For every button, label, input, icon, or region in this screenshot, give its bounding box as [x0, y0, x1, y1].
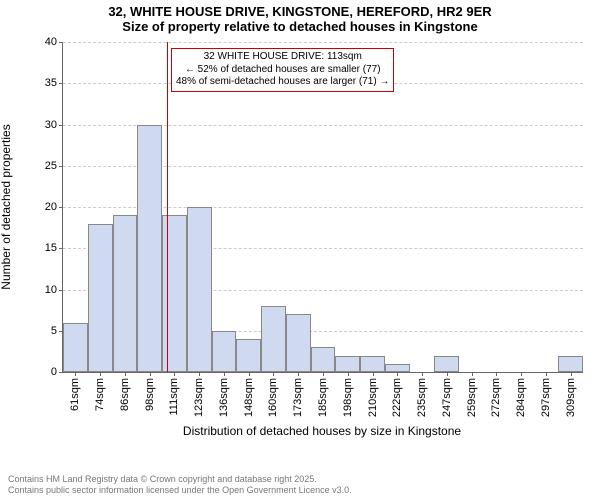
y-tick	[59, 166, 63, 167]
bar	[286, 314, 311, 372]
y-tick	[59, 207, 63, 208]
attribution-footer: Contains HM Land Registry data © Crown c…	[8, 474, 352, 496]
bar	[63, 323, 88, 373]
y-tick-label: 40	[45, 36, 57, 48]
annotation-line1: 32 WHITE HOUSE DRIVE: 113sqm	[176, 51, 389, 64]
x-tick-label: 222sqm	[391, 378, 403, 417]
bar	[137, 125, 162, 373]
x-tick	[298, 372, 299, 376]
footer-line1: Contains HM Land Registry data © Crown c…	[8, 474, 352, 485]
x-tick	[521, 372, 522, 376]
y-tick-label: 5	[51, 325, 57, 337]
y-tick-label: 20	[45, 201, 57, 213]
x-tick	[125, 372, 126, 376]
bar	[212, 331, 237, 372]
footer-line2: Contains public sector information licen…	[8, 485, 352, 496]
x-tick-label: 111sqm	[168, 378, 180, 416]
x-tick-label: 235sqm	[416, 378, 428, 417]
x-tick	[100, 372, 101, 376]
x-tick-label: 309sqm	[565, 378, 577, 417]
x-tick	[75, 372, 76, 376]
bar	[88, 224, 113, 373]
x-tick	[373, 372, 374, 376]
x-tick	[422, 372, 423, 376]
y-tick	[59, 83, 63, 84]
bar	[385, 364, 410, 372]
bar	[162, 215, 187, 372]
x-tick-label: 160sqm	[267, 378, 279, 417]
bar	[311, 347, 336, 372]
x-tick-label: 86sqm	[119, 378, 131, 411]
y-tick-label: 30	[45, 119, 57, 131]
x-tick-label: 136sqm	[218, 378, 230, 417]
x-tick	[496, 372, 497, 376]
bar	[558, 356, 583, 373]
x-tick-label: 284sqm	[515, 378, 527, 417]
x-tick-label: 259sqm	[466, 378, 478, 417]
bar	[335, 356, 360, 373]
y-tick-label: 25	[45, 160, 57, 172]
y-tick-label: 35	[45, 77, 57, 89]
x-tick	[397, 372, 398, 376]
y-tick-label: 15	[45, 242, 57, 254]
x-tick	[472, 372, 473, 376]
y-tick-label: 10	[45, 284, 57, 296]
x-tick-label: 210sqm	[367, 378, 379, 417]
bar	[261, 306, 286, 372]
x-tick	[546, 372, 547, 376]
x-tick-label: 185sqm	[317, 378, 329, 417]
bar	[187, 207, 212, 372]
annotation-line2: ← 52% of detached houses are smaller (77…	[176, 64, 389, 77]
x-tick-label: 148sqm	[243, 378, 255, 417]
highlight-marker-line	[167, 42, 168, 372]
x-tick-label: 297sqm	[540, 378, 552, 417]
x-tick-label: 173sqm	[292, 378, 304, 417]
bar	[236, 339, 261, 372]
x-tick	[348, 372, 349, 376]
bar	[113, 215, 138, 372]
x-tick	[249, 372, 250, 376]
x-tick	[273, 372, 274, 376]
x-tick	[174, 372, 175, 376]
y-tick	[59, 248, 63, 249]
x-tick	[447, 372, 448, 376]
y-tick	[59, 290, 63, 291]
x-tick-label: 123sqm	[193, 378, 205, 417]
x-tick-label: 272sqm	[490, 378, 502, 417]
x-tick-label: 61sqm	[69, 378, 81, 411]
x-tick	[199, 372, 200, 376]
chart-container: { "title": { "line1": "32, WHITE HOUSE D…	[0, 0, 600, 500]
chart-title-line2: Size of property relative to detached ho…	[0, 19, 600, 34]
y-tick	[59, 372, 63, 373]
chart-title-line1: 32, WHITE HOUSE DRIVE, KINGSTONE, HEREFO…	[0, 4, 600, 19]
y-axis-label: Number of detached properties	[0, 124, 13, 289]
x-axis-label: Distribution of detached houses by size …	[62, 424, 582, 438]
y-tick-label: 0	[51, 366, 57, 378]
bar	[434, 356, 459, 373]
gridline	[63, 42, 583, 43]
x-tick	[571, 372, 572, 376]
x-tick-label: 198sqm	[342, 378, 354, 417]
x-tick-label: 98sqm	[144, 378, 156, 411]
x-tick	[150, 372, 151, 376]
annotation-box: 32 WHITE HOUSE DRIVE: 113sqm← 52% of det…	[171, 48, 394, 92]
x-tick-label: 247sqm	[441, 378, 453, 417]
x-tick-label: 74sqm	[94, 378, 106, 411]
annotation-line3: 48% of semi-detached houses are larger (…	[176, 76, 389, 89]
y-tick	[59, 125, 63, 126]
x-tick	[224, 372, 225, 376]
bar	[360, 356, 385, 373]
plot-area: 051015202530354061sqm74sqm86sqm98sqm111s…	[62, 42, 583, 373]
y-tick	[59, 42, 63, 43]
x-tick	[323, 372, 324, 376]
